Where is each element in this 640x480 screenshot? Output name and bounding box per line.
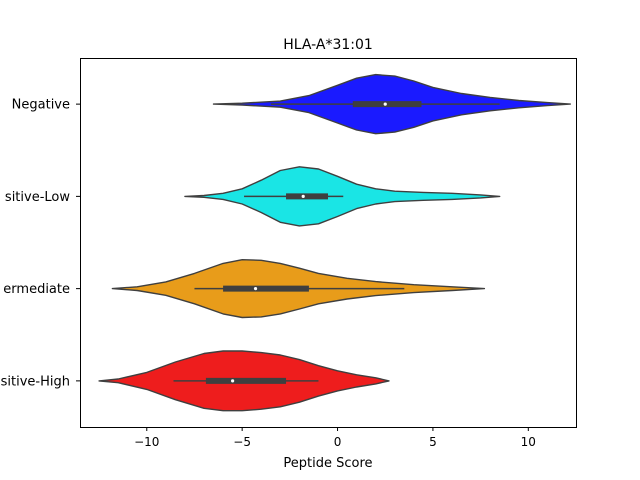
x-axis-label: Peptide Score [283,456,372,471]
y-tick-label: sitive-Low [5,190,70,205]
median-point-positive-low [301,194,305,198]
y-tick-label: ermediate [3,282,70,297]
iqr-box-positive-high [205,377,287,384]
y-tick-label: sitive-High [1,374,70,389]
median-point-positive-high [231,379,235,383]
median-point-negative [383,102,387,106]
x-tick-label: 10 [521,435,536,449]
y-axis: Negative sitive-Low ermediate sitive-High [1,98,80,389]
x-tick-label: 5 [429,435,437,449]
iqr-box-negative [352,101,422,108]
x-axis: −10 −5 0 5 10 [134,427,536,449]
iqr-box-positive-low [286,193,328,200]
chart-title: HLA-A*31:01 [283,37,373,53]
x-tick-label: −10 [134,435,159,449]
violin-layer [98,73,571,412]
median-point-positive-intermediate [253,287,258,291]
iqr-box-positive-intermediate [223,285,309,292]
plot-frame [80,58,577,428]
x-tick-label: −5 [233,435,251,449]
x-tick-label: 0 [334,435,342,449]
y-tick-label: Negative [12,98,70,113]
